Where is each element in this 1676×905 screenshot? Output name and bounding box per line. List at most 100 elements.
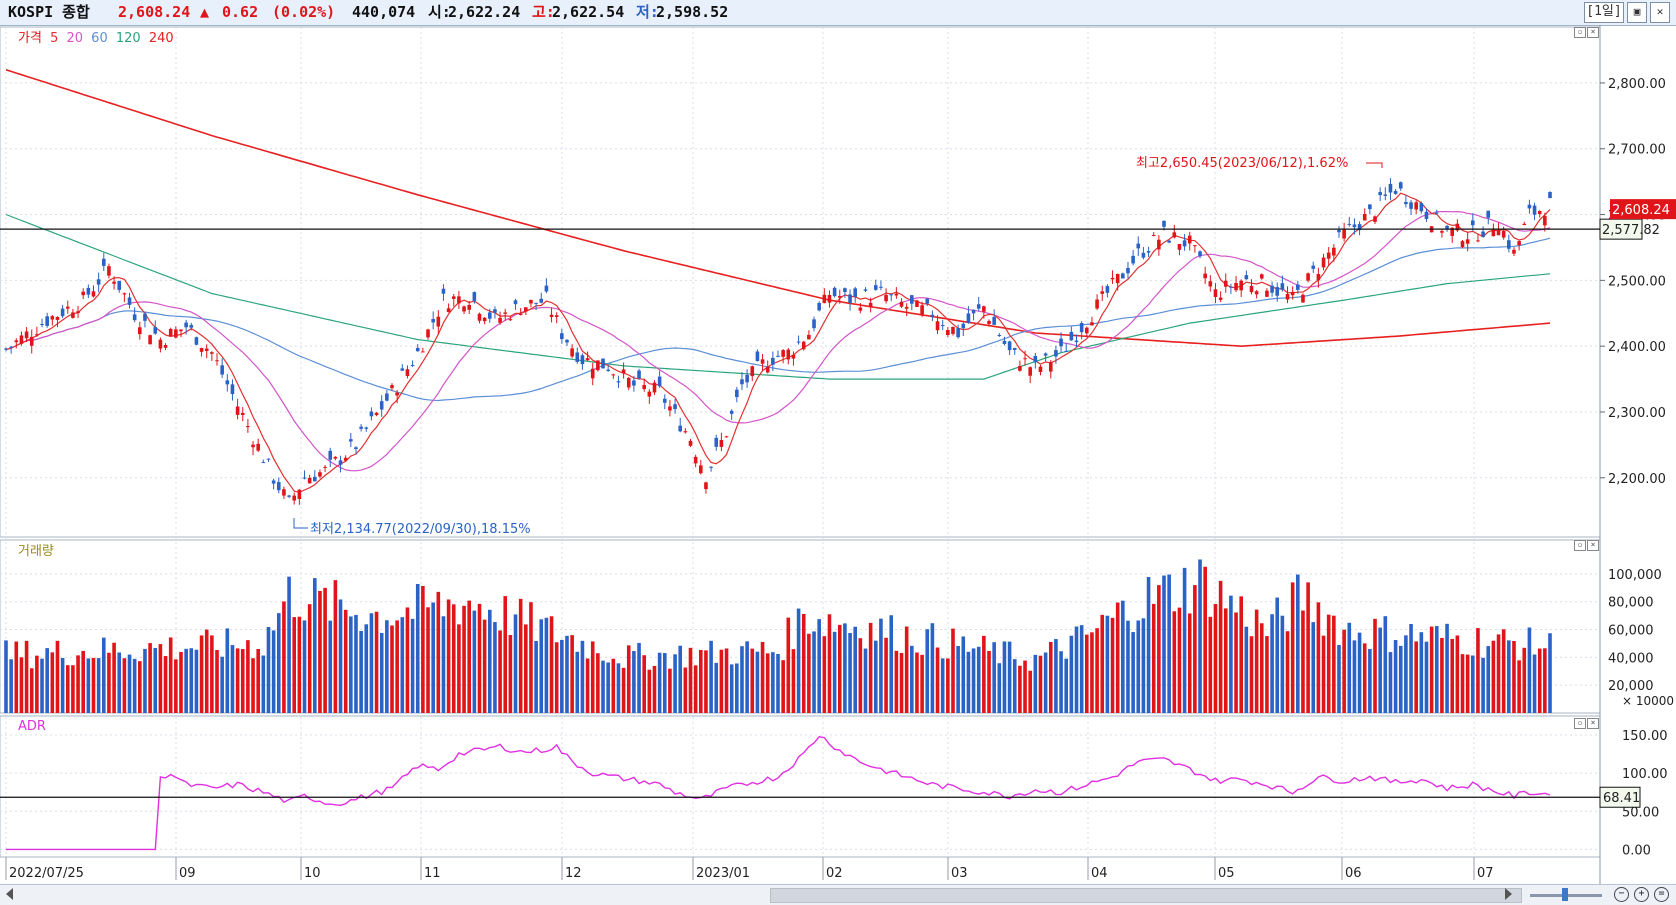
- candle-body: [1126, 267, 1130, 274]
- volume-bar: [848, 632, 852, 713]
- candle-body: [1177, 243, 1182, 250]
- price-tick-label: 2,500.00: [1608, 274, 1666, 289]
- panel-close-icon[interactable]: ×: [1587, 27, 1599, 38]
- candle-body: [246, 426, 250, 428]
- candle-body: [652, 382, 657, 393]
- candle-body: [884, 294, 888, 302]
- zoom-out-icon[interactable]: −: [1614, 887, 1629, 902]
- adr-tick-label: 150.00: [1622, 729, 1668, 744]
- volume-bar: [1332, 615, 1336, 713]
- panel-minimize-icon[interactable]: ▫: [1574, 718, 1586, 729]
- scroll-thumb[interactable]: [770, 888, 1522, 903]
- current-price: 2,608.24: [118, 3, 191, 21]
- current-price-box: [1610, 199, 1676, 220]
- volume-bar: [1074, 626, 1079, 713]
- volume-bar: [1239, 596, 1243, 713]
- candle-body: [122, 293, 127, 295]
- candle-body: [966, 313, 971, 323]
- volume-bar: [1172, 611, 1177, 713]
- candle-body: [153, 327, 158, 334]
- volume-bar: [457, 624, 461, 713]
- volume-bar: [1342, 629, 1346, 713]
- volume-bar: [1259, 623, 1264, 713]
- candle-body: [791, 354, 796, 359]
- volume-bar: [1450, 638, 1455, 713]
- candle-body: [585, 358, 590, 361]
- volume-bar: [688, 647, 693, 713]
- legend-ma60: 60: [91, 31, 108, 46]
- volume-bar: [1280, 615, 1285, 713]
- volume-bar: [915, 652, 919, 713]
- volume-bar: [1198, 559, 1202, 713]
- volume-bar: [750, 648, 755, 713]
- change-percent: (0.02%): [272, 3, 336, 21]
- volume-bar: [359, 630, 363, 713]
- candle-body: [534, 302, 538, 304]
- volume-bar: [699, 649, 703, 713]
- candle-body: [1048, 362, 1053, 372]
- candle-body: [740, 379, 744, 385]
- candle-body: [446, 308, 451, 313]
- volume-bar: [86, 658, 91, 713]
- candle-body: [1507, 240, 1511, 249]
- volume-bar: [771, 652, 775, 713]
- candle-body: [1012, 347, 1017, 350]
- volume-bar: [1079, 625, 1084, 713]
- panel-minimize-icon[interactable]: ▫: [1574, 27, 1586, 38]
- panel-close-icon[interactable]: ×: [1587, 718, 1599, 729]
- candle-body: [982, 306, 986, 312]
- candle-body: [1079, 323, 1084, 333]
- volume-bar: [179, 651, 183, 713]
- panel-close-icon[interactable]: ×: [1587, 540, 1599, 551]
- candle-body: [1373, 216, 1377, 222]
- volume-bar: [1249, 636, 1254, 713]
- candle-body: [1532, 205, 1537, 215]
- scroll-right-icon[interactable]: [1505, 888, 1512, 900]
- close-icon[interactable]: ✕: [1650, 2, 1670, 23]
- volume-bar: [1465, 654, 1470, 713]
- zoom-in-icon[interactable]: +: [1634, 887, 1649, 902]
- volume-bar: [282, 601, 286, 713]
- volume-bar: [400, 617, 405, 713]
- horizontal-scrollbar[interactable]: − + =: [0, 884, 1676, 905]
- restore-icon[interactable]: ▣: [1627, 2, 1647, 23]
- candle-body: [735, 389, 739, 398]
- candle-body: [1105, 286, 1110, 293]
- candle-body: [1064, 350, 1069, 352]
- volume-bar: [544, 617, 549, 713]
- volume-bar: [96, 658, 101, 713]
- volume-bar: [740, 646, 744, 713]
- candle-body: [771, 357, 775, 365]
- volume-bar: [1023, 660, 1027, 713]
- zoom-slider-handle[interactable]: [1562, 888, 1568, 901]
- candle-body: [333, 456, 338, 459]
- chart-area[interactable]: 2,800.002,700.002,600.002,500.002,400.00…: [0, 0, 1676, 884]
- ma120-line: [5, 213, 1551, 380]
- candle-body: [143, 313, 147, 321]
- candle-body: [621, 369, 626, 374]
- candle-body: [1146, 251, 1151, 253]
- candle-body: [71, 312, 75, 318]
- zoom-reset-icon[interactable]: =: [1654, 887, 1669, 902]
- ma20-line: [5, 210, 1551, 472]
- volume-bar: [385, 620, 389, 713]
- panel-minimize-icon[interactable]: ▫: [1574, 540, 1586, 551]
- candle-body: [1054, 350, 1058, 357]
- x-tick-label: 04: [1091, 866, 1108, 881]
- volume-bar: [60, 657, 65, 713]
- candle-body: [266, 458, 271, 460]
- scroll-left-icon[interactable]: [6, 888, 13, 900]
- candle-body: [796, 341, 801, 343]
- candle-body: [765, 366, 770, 373]
- volume-bar: [354, 614, 358, 713]
- low-label: 저:: [636, 3, 659, 21]
- candle-body: [390, 385, 394, 389]
- volume-bar: [935, 647, 940, 713]
- candle-body: [1213, 289, 1218, 297]
- candle-body: [524, 307, 528, 312]
- period-button[interactable]: [1일]: [1584, 2, 1624, 23]
- candle-body: [853, 288, 857, 297]
- candle-body: [1193, 245, 1197, 247]
- volume-bar: [127, 654, 132, 713]
- candle-body: [508, 319, 513, 321]
